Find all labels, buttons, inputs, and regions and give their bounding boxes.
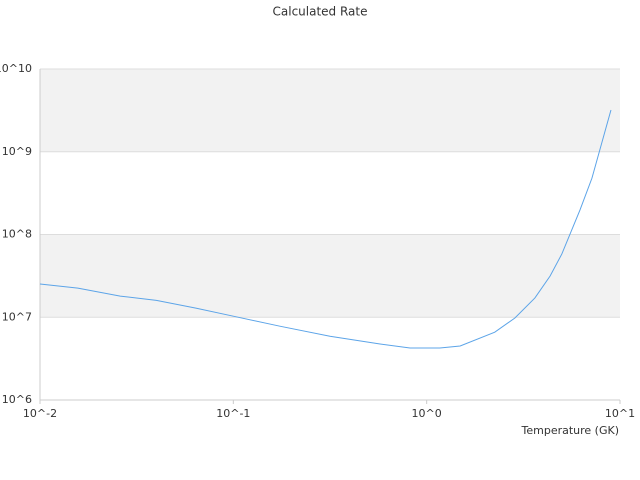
y-tick-label: 10^6	[2, 393, 32, 406]
y-tick-label: 10^10	[0, 62, 32, 75]
y-tick-label: 10^8	[2, 228, 32, 241]
data-line	[39, 109, 612, 349]
y-tick-label: 10^7	[2, 310, 32, 323]
x-tick-label: 10^1	[605, 407, 635, 420]
grid-band	[40, 69, 620, 152]
x-axis-label: Temperature (GK)	[521, 424, 620, 437]
x-tick-label: 10^-1	[216, 407, 250, 420]
chart-title: Calculated Rate	[273, 5, 368, 19]
x-tick-label: 10^-2	[23, 407, 57, 420]
grid-band	[40, 234, 620, 318]
x-tick-label: 10^0	[412, 407, 442, 420]
y-tick-label: 10^9	[2, 145, 32, 158]
